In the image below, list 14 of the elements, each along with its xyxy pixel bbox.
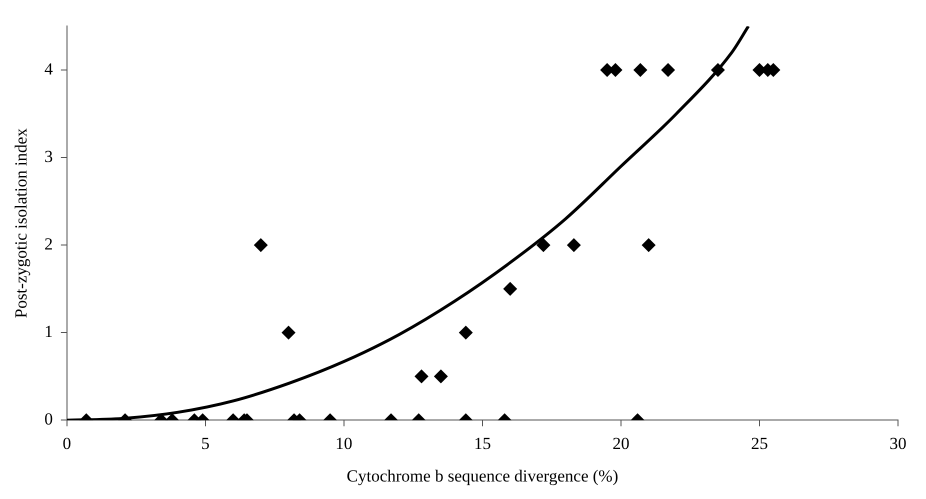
y-axis-title: Post-zygotic isolation index: [12, 128, 31, 318]
y-tick-label: 2: [44, 234, 53, 254]
x-tick-label: 5: [201, 434, 210, 453]
x-tick-label: 10: [335, 434, 352, 453]
y-tick-label: 4: [44, 59, 54, 78]
y-tick-label: 3: [44, 147, 53, 166]
x-tick-label: 0: [62, 434, 72, 453]
x-tick-label: 15: [474, 434, 491, 453]
x-axis-title: Cytochrome b sequence divergence (%): [346, 466, 618, 486]
y-tick-label: 1: [44, 322, 53, 342]
x-tick-label: 25: [750, 434, 768, 453]
x-tick-label: 30: [890, 434, 906, 453]
y-tick-label: 0: [44, 410, 53, 429]
x-tick-label: 20: [612, 434, 630, 453]
